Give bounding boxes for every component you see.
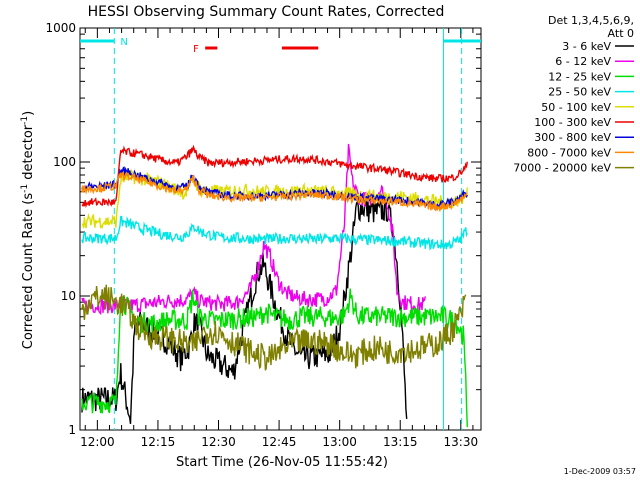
legend-label: 100 - 300 keV [534, 116, 611, 129]
y-tick-label: 1000 [45, 21, 76, 35]
y-axis-label-main: Corrected Count Rate (s [21, 193, 36, 350]
chart-title: HESSI Observing Summary Count Rates, Cor… [88, 4, 445, 20]
y-axis: 1 10 100 1000 [45, 21, 481, 437]
night-label: N [120, 37, 127, 48]
x-axis: 12:00 12:15 12:30 12:45 13:00 13:15 13:30 [80, 28, 478, 449]
legend-label: 25 - 50 keV [548, 86, 611, 99]
legend-label: 6 - 12 keV [555, 55, 611, 68]
legend-label: 800 - 7000 keV [527, 146, 611, 159]
series-line [81, 215, 468, 251]
legend-label: 7000 - 20000 keV [513, 162, 611, 175]
y-tick-label: 10 [61, 289, 76, 303]
series-line [81, 144, 468, 209]
legend-header-line1: Det 1,3,4,5,6,9, [548, 14, 634, 27]
legend-items: 3 - 6 keV 6 - 12 keV 12 - 25 keV 25 - 50 ke… [513, 40, 634, 175]
legend-label: 3 - 6 keV [562, 40, 611, 53]
plot-area [79, 27, 482, 431]
legend-header-line2: Att 0 [608, 27, 634, 40]
legend-label: 300 - 800 keV [534, 131, 611, 144]
y-axis-label-mid: detector [21, 124, 36, 184]
y-axis-label-sup1: -1 [20, 184, 30, 193]
x-tick-label: 12:30 [201, 435, 236, 449]
series-line [81, 284, 467, 371]
x-tick-label: 12:00 [80, 435, 115, 449]
series-lines [81, 143, 468, 428]
x-tick-label: 12:15 [141, 435, 176, 449]
y-axis-label: Corrected Count Rate (s-1 detector-1) [20, 111, 36, 349]
footer-timestamp: 1-Dec-2009 03:57 [564, 467, 636, 476]
x-axis-label: Start Time (26-Nov-05 11:55:42) [176, 455, 388, 470]
annotations: NF [80, 28, 481, 430]
y-tick-label: 100 [53, 155, 76, 169]
series-line [81, 171, 468, 213]
y-tick-label: 1 [68, 423, 76, 437]
y-axis-label-sup2: -1 [20, 116, 30, 125]
flare-label: F [193, 44, 199, 55]
x-tick-label: 13:15 [383, 435, 418, 449]
legend: Det 1,3,4,5,6,9, Att 0 3 - 6 keV 6 - 12 k… [513, 14, 634, 175]
legend-label: 12 - 25 keV [548, 70, 611, 83]
x-tick-label: 12:45 [262, 435, 297, 449]
legend-label: 50 - 100 keV [541, 101, 611, 114]
x-tick-label: 13:00 [322, 435, 357, 449]
y-axis-label-end: ) [21, 111, 36, 116]
plot-frame [79, 27, 482, 431]
x-tick-label: 13:30 [444, 435, 479, 449]
